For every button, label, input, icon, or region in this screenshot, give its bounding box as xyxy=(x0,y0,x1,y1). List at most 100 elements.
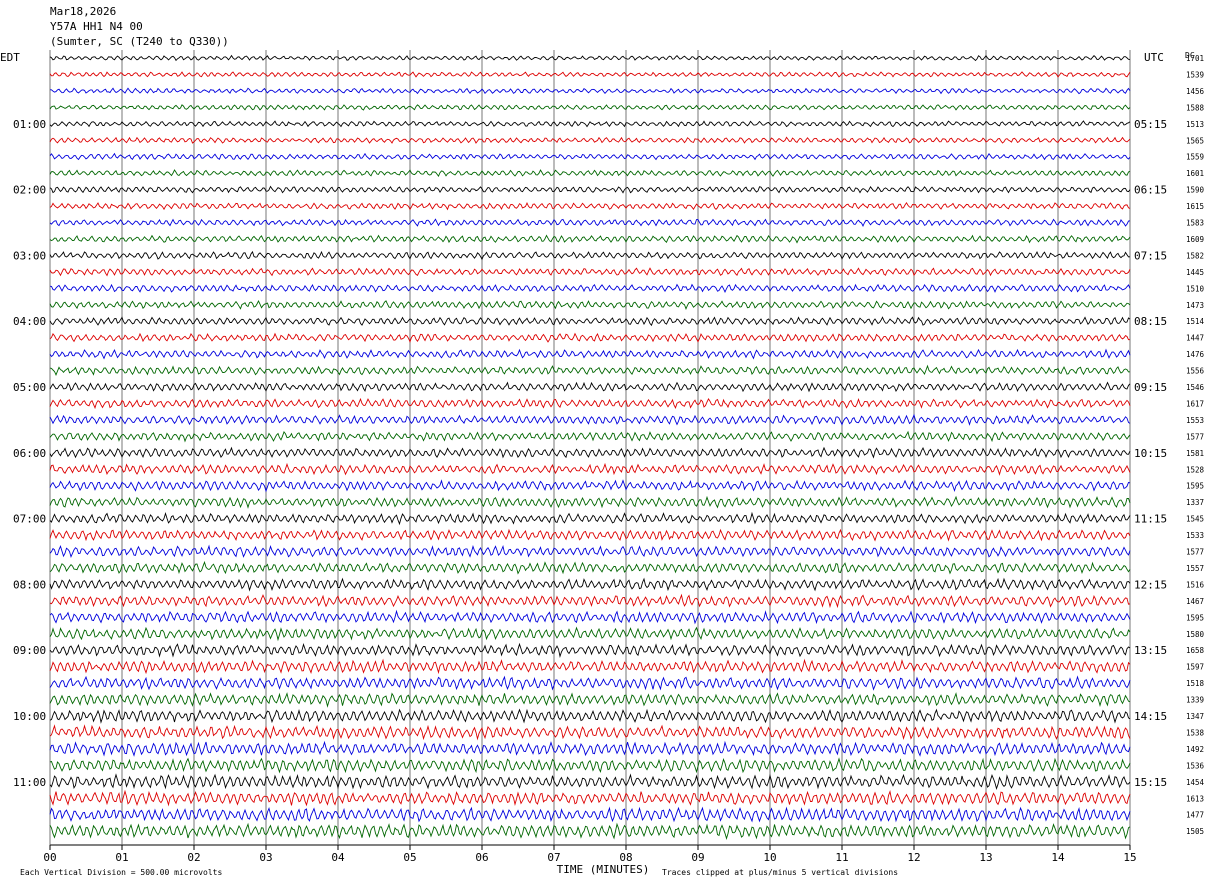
dc-offset-value: 1533 xyxy=(1186,531,1204,540)
dc-offset-value: 1701 xyxy=(1186,54,1204,63)
dc-offset-value: 1559 xyxy=(1186,153,1204,162)
station-location: (Sumter, SC (T240 to Q330)) xyxy=(50,35,229,48)
seismic-trace xyxy=(49,332,1130,344)
x-tick-label: 06 xyxy=(475,851,488,864)
seismic-trace xyxy=(49,54,1131,62)
seismic-trace xyxy=(49,381,1131,393)
clip-note: Traces clipped at plus/minus 5 vertical … xyxy=(662,868,898,877)
seismic-trace xyxy=(50,87,1131,95)
dc-offset-value: 1577 xyxy=(1186,548,1204,557)
seismic-trace xyxy=(49,789,1131,807)
station-code: Y57A HH1 N4 00 xyxy=(50,20,143,33)
dc-offset-value: 1597 xyxy=(1186,663,1204,672)
dc-offset-value: 1510 xyxy=(1186,284,1205,293)
dc-offset-value: 1565 xyxy=(1186,136,1204,145)
dc-offset-value: 1339 xyxy=(1186,696,1204,705)
seismic-trace xyxy=(49,675,1131,691)
utc-hour-label: 11:15 xyxy=(1134,513,1167,526)
dc-offset-value: 1595 xyxy=(1186,482,1204,491)
dc-offset-value: 1577 xyxy=(1186,432,1204,441)
x-axis-title: TIME (MINUTES) xyxy=(557,863,650,876)
seismic-trace xyxy=(49,577,1131,592)
x-tick-label: 09 xyxy=(691,851,704,864)
utc-hour-label: 13:15 xyxy=(1134,644,1167,657)
dc-offset-value: 1595 xyxy=(1186,613,1204,622)
utc-hour-labels: 05:15 06:15 07:15 08:15 09:15 10:15 11:15 12:15… xyxy=(1134,118,1167,789)
dc-offset-value: 1539 xyxy=(1186,70,1204,79)
seismic-trace xyxy=(49,413,1131,426)
dc-offset-value: 1601 xyxy=(1186,169,1204,178)
seismic-trace xyxy=(49,528,1131,542)
seismic-trace xyxy=(49,316,1131,327)
seismic-trace xyxy=(49,479,1131,493)
dc-offset-value: 1557 xyxy=(1186,564,1204,573)
seismic-trace xyxy=(49,560,1131,575)
seismic-trace xyxy=(49,757,1131,774)
x-tick-label: 08 xyxy=(619,851,632,864)
dc-offset-value: 1467 xyxy=(1186,597,1204,606)
edt-hour-label: 04:00 xyxy=(13,315,46,328)
seismic-trace xyxy=(49,152,1131,161)
minute-grid xyxy=(49,50,1131,846)
seismic-trace xyxy=(49,708,1131,724)
utc-axis-label: UTC xyxy=(1144,51,1164,64)
x-tick-label: 03 xyxy=(259,851,272,864)
seismic-trace xyxy=(49,658,1131,675)
utc-hour-label: 08:15 xyxy=(1134,315,1167,328)
edt-axis-label: EDT xyxy=(0,51,20,64)
seismic-trace xyxy=(49,609,1131,625)
utc-hour-label: 09:15 xyxy=(1134,381,1167,394)
dc-offset-value: 1581 xyxy=(1186,449,1204,458)
edt-hour-label: 07:00 xyxy=(13,513,46,526)
dc-offset-value: 1513 xyxy=(1186,120,1204,129)
utc-hour-label: 06:15 xyxy=(1134,184,1167,197)
dc-offset-value: 1545 xyxy=(1186,515,1204,524)
seismic-trace xyxy=(49,267,1131,277)
x-tick-label: 14 xyxy=(1051,851,1065,864)
dc-offset-value: 1447 xyxy=(1186,334,1204,343)
dc-offset-value: 1658 xyxy=(1186,646,1205,655)
dc-offset-value: 1477 xyxy=(1186,811,1204,820)
dc-offset-value: 1582 xyxy=(1186,251,1204,260)
dc-offset-value: 1613 xyxy=(1186,794,1204,803)
dc-offset-value: 1518 xyxy=(1186,679,1205,688)
x-tick-label: 00 xyxy=(43,851,56,864)
x-tick-label: 10 xyxy=(763,851,776,864)
dc-offset-value: 1538 xyxy=(1186,728,1205,737)
dc-offset-value: 1583 xyxy=(1186,219,1204,228)
x-tick-label: 02 xyxy=(187,851,200,864)
utc-hour-label: 10:15 xyxy=(1134,447,1167,460)
seismic-trace xyxy=(49,364,1131,376)
x-tick-label: 05 xyxy=(403,851,416,864)
x-tick-label: 15 xyxy=(1123,851,1136,864)
dc-offset-value: 1588 xyxy=(1186,103,1205,112)
edt-hour-label: 01:00 xyxy=(13,118,46,131)
seismic-trace xyxy=(49,299,1131,311)
dc-offset-labels: 1701 1539 1456 1588 1513 1565 1559 1601 1590 1615… xyxy=(1186,54,1205,836)
x-axis-ticks: 00 01 02 03 04 05 06 07 08 09 10 11 12 13 14 15 xyxy=(43,845,1137,864)
seismic-trace xyxy=(49,806,1131,823)
seismic-trace xyxy=(49,218,1131,228)
seismic-trace xyxy=(49,185,1131,194)
x-tick-label: 11 xyxy=(835,851,848,864)
edt-hour-label: 11:00 xyxy=(13,776,46,789)
seismic-trace xyxy=(49,201,1131,211)
seismic-trace xyxy=(49,104,1131,111)
dc-offset-value: 1454 xyxy=(1186,778,1205,787)
dc-offset-value: 1590 xyxy=(1186,186,1205,195)
x-tick-label: 04 xyxy=(331,851,345,864)
seismic-trace xyxy=(49,283,1131,293)
dc-offset-value: 1615 xyxy=(1186,202,1204,211)
edt-hour-label: 10:00 xyxy=(13,710,46,723)
utc-hour-label: 05:15 xyxy=(1134,118,1167,131)
dc-offset-value: 1445 xyxy=(1186,268,1204,277)
edt-hour-label: 09:00 xyxy=(13,644,46,657)
seismic-trace xyxy=(49,626,1131,642)
dc-offset-value: 1516 xyxy=(1186,580,1205,589)
seismic-trace xyxy=(49,495,1131,509)
dc-offset-value: 1473 xyxy=(1186,301,1204,310)
seismic-trace xyxy=(49,234,1131,244)
seismic-trace xyxy=(49,511,1131,526)
seismic-trace xyxy=(49,446,1131,459)
